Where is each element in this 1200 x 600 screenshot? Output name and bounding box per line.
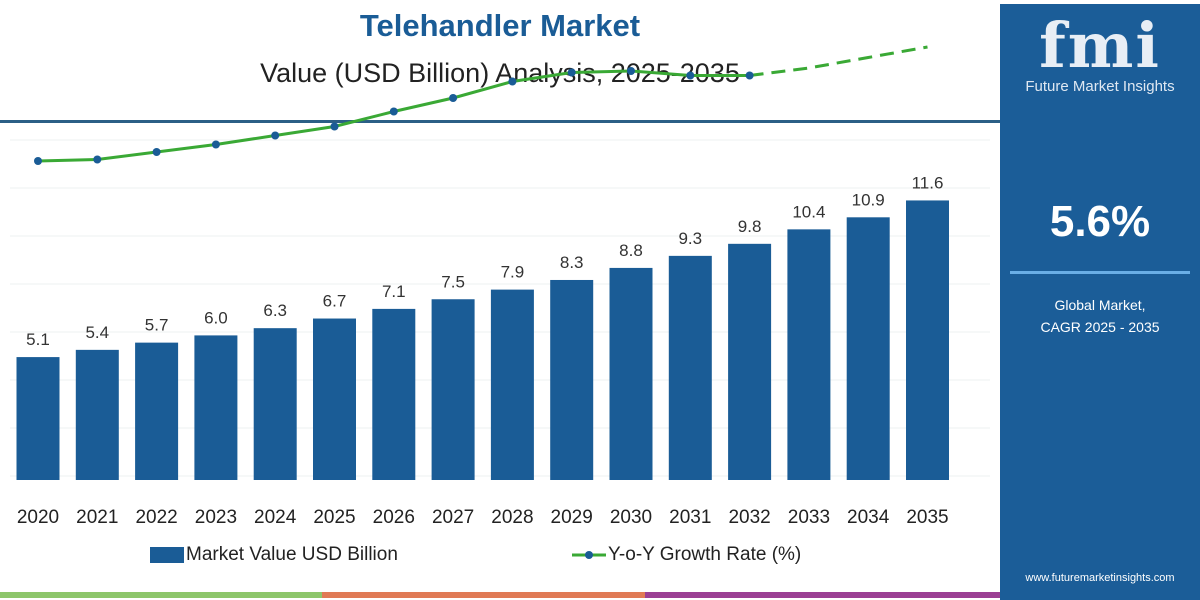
growth-line-solid — [37, 69, 750, 163]
growth-point-2025 — [330, 122, 339, 131]
bar-label-2031: 9.3 — [678, 229, 702, 248]
bar-2024 — [253, 328, 297, 480]
growth-point-2026 — [389, 107, 398, 116]
cagr-desc-line1: Global Market, — [1054, 297, 1146, 313]
bar-label-2024: 6.3 — [263, 301, 287, 320]
growth-point-2020 — [34, 157, 42, 165]
bar-2035 — [906, 200, 949, 480]
x-tick-2022: 2022 — [135, 507, 177, 528]
growth-point-2032 — [745, 71, 754, 80]
growth-point-2030 — [627, 67, 635, 75]
x-tick-2032: 2032 — [728, 507, 770, 528]
x-tick-2024: 2024 — [254, 507, 297, 528]
growth-point-2024 — [271, 131, 280, 140]
bar-label-2020: 5.1 — [26, 330, 50, 349]
legend-line-label: Y-o-Y Growth Rate (%) — [608, 544, 802, 565]
chart-title: Telehandler Market — [359, 8, 641, 43]
chart-area: 5.1 2020 5.4 2021 5.7 2022 6.0 2023 6.3 2024 6.7 20… — [10, 45, 990, 528]
cagr-desc-line2: CAGR 2025 - 2035 — [1040, 319, 1160, 335]
legend-line: Y-o-Y Growth Rate (%) — [572, 544, 801, 566]
bar-label-2028: 7.9 — [501, 263, 525, 282]
bar-label-2023: 6.0 — [204, 308, 228, 327]
bar-2022 — [135, 342, 179, 480]
x-tick-2027: 2027 — [432, 507, 474, 528]
bar-label-2025: 6.7 — [323, 292, 347, 311]
bar-2027 — [431, 299, 475, 480]
footer-strip-green — [0, 592, 322, 598]
x-tick-2029: 2029 — [551, 507, 593, 528]
bar-label-2027: 7.5 — [441, 272, 465, 291]
x-tick-2025: 2025 — [313, 507, 355, 528]
x-tick-2033: 2033 — [788, 507, 830, 528]
bar-label-2035: 11.6 — [912, 173, 944, 192]
growth-point-2023 — [211, 140, 220, 149]
bar-label-2029: 8.3 — [560, 253, 584, 272]
brand-name: Future Market Insights — [1025, 78, 1175, 95]
cagr-description: Global Market, CAGR 2025 - 2035 — [1000, 294, 1200, 338]
bar-2034 — [846, 217, 890, 480]
bar-2020 — [16, 357, 60, 480]
x-tick-2023: 2023 — [195, 507, 237, 528]
growth-point-2021 — [93, 155, 102, 164]
growth-line-forecast — [749, 45, 928, 77]
x-tick-2026: 2026 — [373, 507, 415, 528]
bar-2031 — [668, 255, 712, 480]
summary-panel: fmi Future Market Insights 5.6% Global M… — [1000, 4, 1200, 600]
legend-line-swatch — [572, 551, 606, 559]
x-tick-2031: 2031 — [669, 507, 711, 528]
legend-bar-label: Market Value USD Billion — [186, 544, 398, 565]
bar-label-2022: 5.7 — [145, 316, 169, 335]
bar-2029 — [550, 279, 594, 480]
header-divider — [0, 120, 1000, 123]
panel-divider — [1010, 271, 1190, 274]
bar-2023 — [194, 335, 238, 480]
growth-point-2028 — [508, 77, 517, 86]
bar-label-2021: 5.4 — [85, 323, 109, 342]
bar-label-2033: 10.4 — [792, 202, 825, 221]
x-tick-2028: 2028 — [491, 507, 533, 528]
x-tick-2020: 2020 — [17, 507, 59, 528]
footer-strip-orange — [322, 592, 645, 598]
x-tick-2021: 2021 — [76, 507, 118, 528]
growth-point-2031 — [686, 71, 695, 80]
growth-point-2027 — [449, 94, 458, 102]
bar-2030 — [609, 267, 653, 480]
x-tick-2034: 2034 — [847, 507, 890, 528]
legend-bar: Market Value USD Billion — [150, 544, 398, 566]
growth-point-2029 — [567, 68, 576, 77]
bar-2028 — [490, 289, 534, 480]
bar-2033 — [787, 229, 831, 480]
x-tick-2035: 2035 — [906, 507, 948, 528]
footer-strip-purple — [645, 592, 1000, 598]
cagr-value: 5.6% — [1049, 197, 1151, 246]
website-url[interactable]: www.futuremarketinsights.com — [1025, 572, 1175, 584]
x-tick-2030: 2030 — [610, 507, 652, 528]
growth-point-2022 — [152, 148, 161, 156]
bar-label-2032: 9.8 — [738, 217, 762, 236]
bar-2021 — [75, 349, 119, 480]
legend-bar-swatch — [150, 547, 184, 563]
bar-2032 — [728, 243, 772, 480]
fmi-logo: fmi — [1039, 9, 1161, 82]
bar-2025 — [313, 318, 356, 480]
bar-label-2026: 7.1 — [382, 282, 406, 301]
bar-label-2030: 8.8 — [619, 241, 643, 260]
bar-2026 — [372, 308, 416, 480]
bar-label-2034: 10.9 — [852, 190, 885, 209]
